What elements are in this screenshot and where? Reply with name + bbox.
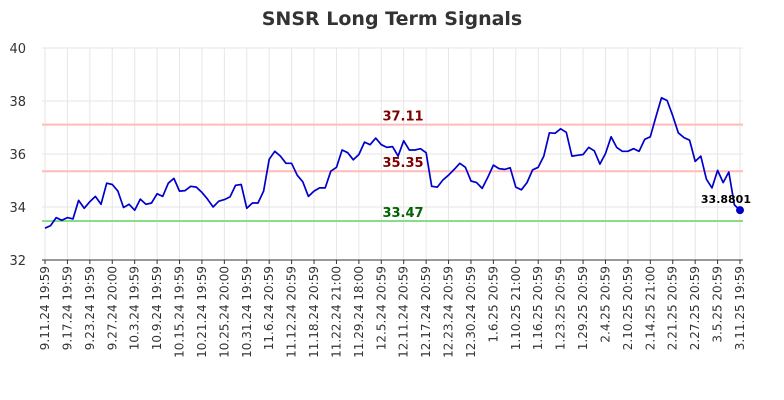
- series-line: [44, 96, 741, 229]
- x-tick-label: 3.5.25 20:59: [711, 266, 725, 343]
- x-tick-label: 11.29.24 18:00: [352, 266, 366, 358]
- chart-title: SNSR Long Term Signals: [262, 8, 523, 30]
- x-tick-label: 12.30.24 20:59: [464, 266, 478, 358]
- y-tick-label: 32: [9, 254, 26, 269]
- grid: [42, 47, 743, 261]
- x-tick-label: 3.11.25 19:59: [733, 266, 747, 350]
- y-tick-label: 34: [9, 201, 26, 216]
- y-tick-label: 40: [9, 42, 26, 57]
- x-tick-label: 1.10.25 21:00: [509, 266, 523, 350]
- x-tick-label: 2.27.25 20:59: [688, 266, 702, 350]
- x-tick-label: 10.3.24 19:59: [128, 266, 142, 350]
- signal-line-label: 37.11: [382, 110, 423, 125]
- x-tick-label: 9.11.24 19:59: [38, 266, 52, 350]
- x-tick-label: 10.31.24 19:59: [240, 266, 254, 358]
- x-tick-label: 11.12.24 20:59: [285, 266, 299, 358]
- x-tick-label: 12.5.24 20:59: [374, 266, 388, 350]
- x-tick-label: 9.27.24 20:00: [105, 266, 119, 350]
- x-tick-labels: 9.11.24 19:59 9.17.24 19:59 9.23.24 19:59 9…: [38, 266, 747, 358]
- x-tick-label: 2.14.25 21:00: [643, 266, 657, 350]
- x-tick-label: 12.23.24 20:59: [442, 266, 456, 358]
- x-tick-label: 9.23.24 19:59: [83, 266, 97, 350]
- x-tick-label: 1.6.25 20:59: [486, 266, 500, 343]
- last-point-marker: [736, 206, 744, 215]
- y-tick-label: 38: [9, 95, 26, 110]
- x-tick-label: 12.11.24 20:59: [397, 266, 411, 358]
- x-tick-label: 2.10.25 20:59: [621, 266, 635, 350]
- x-tick-label: 1.23.25 20:59: [554, 266, 568, 350]
- x-tick-label: 10.21.24 19:59: [195, 266, 209, 358]
- x-tick-label: 2.21.25 20:59: [666, 266, 680, 350]
- x-tick-label: 11.22.24 21:00: [329, 266, 343, 358]
- x-tick-label: 10.9.24 19:59: [150, 266, 164, 350]
- signal-line-label: 33.47: [382, 206, 423, 221]
- price-series: [44, 96, 744, 229]
- annotations: 37.11 35.35 33.47 33.8801: [382, 110, 751, 221]
- y-tick-label: 36: [9, 148, 26, 163]
- x-tick-label: 9.17.24 19:59: [60, 266, 74, 350]
- axes: [42, 259, 743, 264]
- y-tick-labels: 32 34 36 38 40: [9, 42, 26, 269]
- x-tick-label: 2.4.25 20:59: [598, 266, 612, 343]
- x-tick-label: 1.16.25 20:59: [531, 266, 545, 350]
- last-point-label: 33.8801: [701, 193, 751, 206]
- x-tick-label: 11.18.24 20:59: [307, 266, 321, 358]
- x-tick-label: 11.6.24 20:59: [262, 266, 276, 350]
- x-tick-label: 1.29.25 20:59: [576, 266, 590, 350]
- x-tick-label: 10.25.24 20:00: [217, 266, 231, 358]
- x-tick-label: 10.15.24 19:59: [173, 266, 187, 358]
- x-tick-label: 12.17.24 20:59: [419, 266, 433, 358]
- signal-line-label: 35.35: [382, 156, 423, 171]
- signal-lines: [42, 123, 743, 223]
